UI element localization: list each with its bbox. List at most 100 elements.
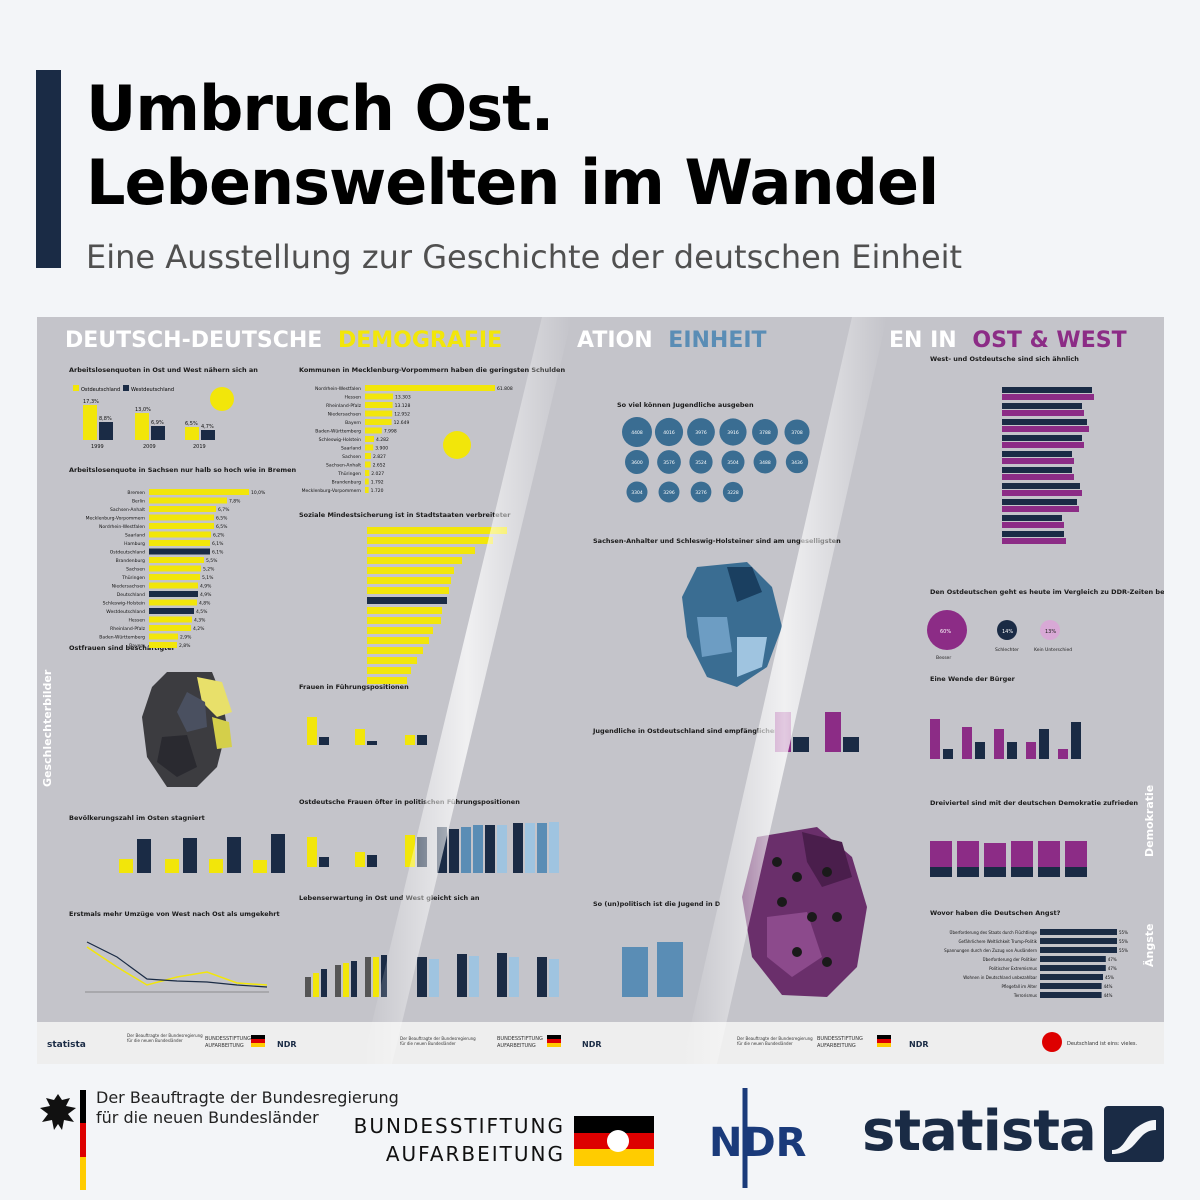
debt-label: Hessen — [345, 395, 362, 401]
state-label: Sachsen-Anhalt — [110, 507, 145, 513]
panel3-heading: EN IN OST & WEST — [889, 328, 1127, 353]
similar-bar-west — [1002, 403, 1082, 409]
section-title: Lebenserwartung in Ost und West gleicht … — [299, 894, 480, 902]
strip-bsa: BUNDESSTIFTUNG — [497, 1036, 543, 1042]
debt-label: Mecklenburg-Vorpommern — [302, 488, 362, 494]
strip-gov: Der Beauftragte der Bundesregierung — [737, 1036, 813, 1041]
state-label: Westdeutschland — [106, 609, 145, 615]
similar-bar-west — [1002, 451, 1072, 457]
debt-value: 12.649 — [394, 420, 410, 426]
youth-value: 3276 — [695, 490, 707, 496]
social-security-chart — [367, 431, 507, 684]
fear-bar — [1040, 983, 1102, 989]
state-label: Thüringen — [121, 575, 145, 581]
fear-label: Gefährlichere Weltlichkeit Trump-Politik — [958, 939, 1037, 944]
fear-value: 47% — [1108, 966, 1117, 971]
bar-ost-2009 — [135, 413, 149, 440]
fear-bar — [1040, 956, 1106, 962]
year-label: 2019 — [193, 444, 206, 450]
bsa-line-1: BUNDESSTIFTUNG — [353, 1114, 565, 1138]
state-bar — [149, 633, 178, 640]
ndr-logo: NDR — [709, 1088, 806, 1188]
women-leadership-chart — [307, 717, 427, 745]
legend-swatch-west — [123, 385, 129, 391]
section-title: Erstmals mehr Umzüge von West nach Ost a… — [69, 910, 280, 918]
strip-gov: für die neuen Bundesländer — [127, 1038, 183, 1043]
debt-value: 1.792 — [371, 480, 384, 486]
accent-bar — [36, 70, 61, 268]
youth-circle — [752, 419, 778, 445]
youth-circle — [625, 450, 649, 474]
state-value: 10,0% — [251, 490, 266, 496]
similar-bar-ost — [1002, 442, 1084, 448]
strip-bsa: AUFARBEITUNG — [497, 1043, 536, 1049]
section-title: Sachsen-Anhalter und Schleswig-Holsteine… — [593, 537, 841, 545]
state-bar — [149, 514, 214, 521]
similar-bar-west — [1002, 483, 1080, 489]
debt-bar — [365, 487, 369, 493]
youth-circle — [722, 481, 744, 503]
state-value: 6,5% — [216, 516, 228, 522]
strip-bsa: BUNDESSTIFTUNG — [817, 1036, 863, 1042]
unemployment-chart: Ostdeutschland Westdeutschland 17,3% 8,8… — [73, 385, 234, 450]
bsa-line-2: AUFARBEITUNG — [385, 1142, 565, 1166]
side-label-left: Geschlechterbilder — [41, 669, 54, 787]
state-label: Schleswig-Holstein — [103, 601, 145, 607]
bsa-flag-icon — [574, 1116, 654, 1166]
youth-circle — [784, 419, 810, 445]
poster-logo-strip — [37, 1022, 1164, 1064]
german-flag-strip — [80, 1090, 86, 1190]
state-unemployment-chart: Bremen 10,0% Berlin 7,8% Sachsen-Anhalt 6,7% M… — [86, 489, 266, 649]
fear-value: 55% — [1119, 939, 1128, 944]
fear-label: Politischer Extremismus — [989, 966, 1037, 971]
section-title: So viel können Jugendliche ausgeben — [617, 401, 754, 409]
fear-bar — [1040, 938, 1117, 944]
fear-value: 44% — [1104, 993, 1113, 998]
debt-value: 12.952 — [394, 412, 410, 418]
youth-circle — [690, 481, 712, 503]
panel1-heading: DEUTSCH-DEUTSCHE DEMOGRAFIE — [65, 328, 502, 353]
state-bar — [149, 506, 216, 512]
debt-bar — [365, 402, 393, 408]
similar-bar-west — [1002, 435, 1082, 441]
legend-swatch-ost — [73, 385, 79, 391]
youth-value: 3976 — [695, 430, 707, 436]
debt-bar — [365, 393, 393, 400]
youth-value: 4408 — [631, 430, 643, 436]
debt-label: Bayern — [345, 420, 361, 426]
youth-value: 3228 — [727, 490, 739, 496]
debt-value: 7.998 — [384, 429, 397, 435]
section-titles: Arbeitslosenquoten in Ost und West näher… — [69, 355, 1164, 918]
debt-bar — [365, 461, 371, 468]
panel3-heading-a: EN IN — [889, 328, 957, 353]
section-title: Dreiviertel sind mit der deutschen Demok… — [930, 799, 1138, 807]
footer-logos: Der Beauftragte der Bundesregierung für … — [0, 1080, 1200, 1200]
debt-bar — [365, 410, 393, 417]
similar-bar-ost — [1002, 538, 1066, 544]
state-value: 4,3% — [194, 618, 206, 624]
debt-value: 13.128 — [395, 403, 411, 409]
debt-value: 61.808 — [497, 386, 513, 392]
panel3-heading-b: OST & WEST — [972, 328, 1126, 353]
state-value: 6,5% — [216, 524, 228, 530]
revolution-chart — [930, 719, 1081, 759]
debt-label: Brandenburg — [332, 480, 362, 486]
state-label: Hessen — [129, 618, 146, 624]
poster-svg: DEUTSCH-DEUTSCHE DEMOGRAFIE ATION EINHEI… — [37, 317, 1164, 1064]
value-label: 6,9% — [151, 420, 164, 426]
strip-ndr: NDR — [277, 1040, 297, 1049]
gov-line-2: für die neuen Bundesländer — [96, 1108, 319, 1127]
germany-map-women — [142, 672, 232, 787]
youth-circle — [657, 450, 681, 474]
state-value: 6,2% — [213, 533, 225, 539]
state-bar — [149, 591, 198, 597]
fear-bar — [1040, 947, 1117, 953]
youth-circle — [785, 450, 809, 474]
youth-value: 3708 — [791, 430, 803, 436]
state-bar — [149, 548, 210, 555]
legend-ost: Ostdeutschland — [81, 387, 120, 393]
section-title: Ostdeutsche Frauen öfter in politischen … — [299, 798, 520, 806]
state-bar — [149, 574, 200, 580]
statista-mark-icon — [1104, 1106, 1164, 1162]
germany-map-youth — [682, 562, 782, 687]
